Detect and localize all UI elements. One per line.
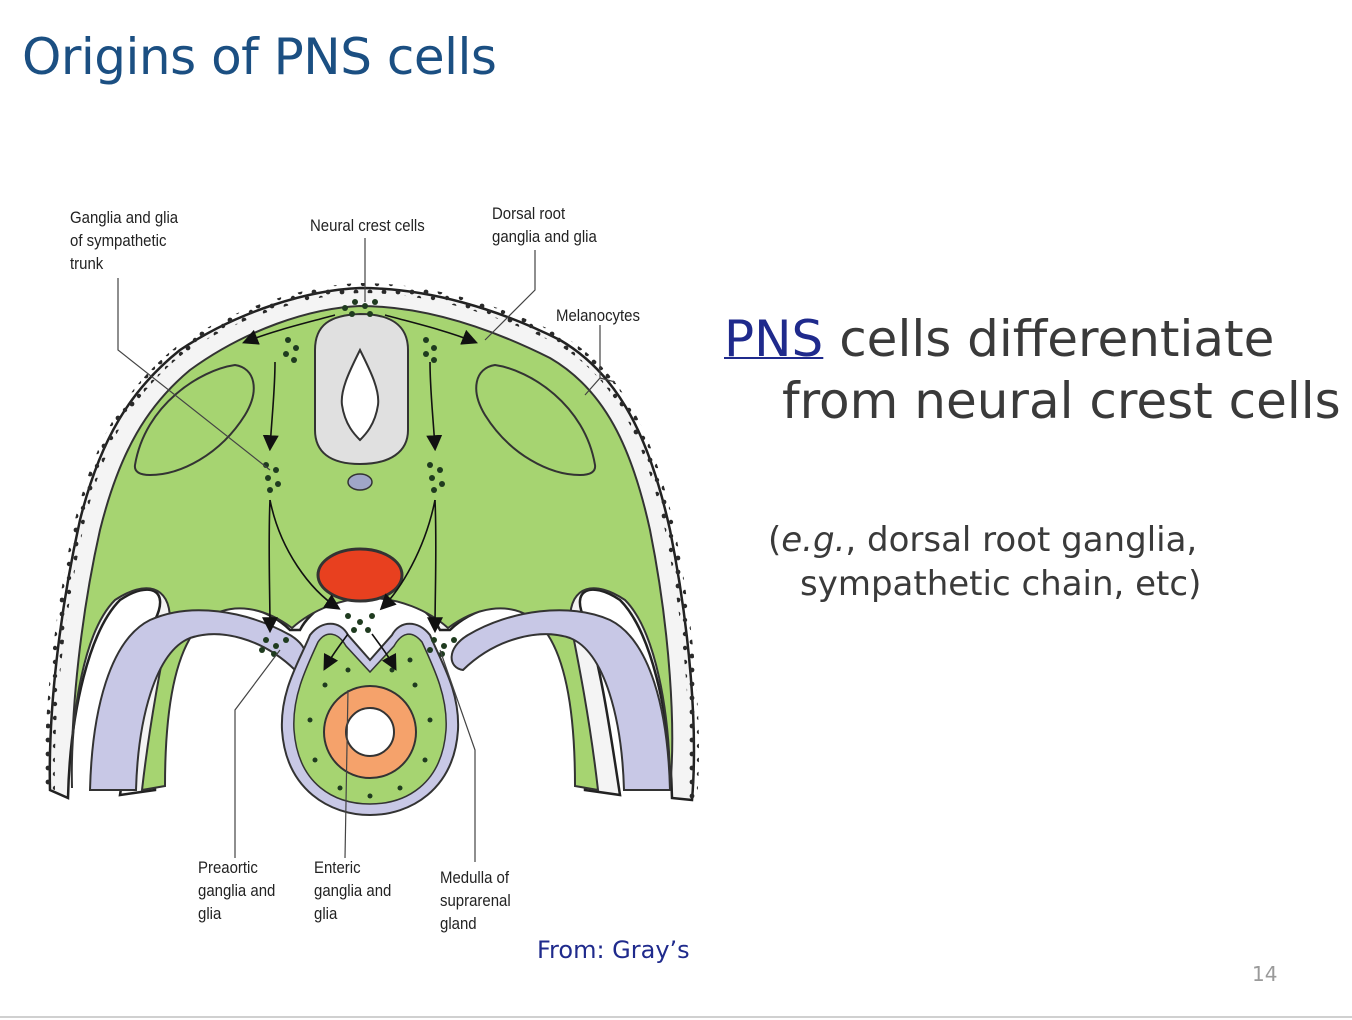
label-dorsal-root: Dorsal root ganglia and glia	[492, 204, 597, 246]
embryo-cross-section	[44, 238, 699, 862]
migration-arrows	[242, 314, 478, 671]
figure-caption: From: Gray’s	[537, 936, 690, 964]
right-cavity	[450, 609, 672, 791]
example-open-paren: (	[768, 520, 782, 560]
left-cavity	[88, 609, 308, 791]
leader-lines	[117, 238, 616, 862]
example-rest: , dorsal root ganglia, sympathetic chain…	[800, 520, 1202, 604]
bullet-text: cells differentiate from neural crest ce…	[782, 310, 1341, 430]
notochord	[347, 473, 373, 491]
example-text: (e.g., dorsal root ganglia, sympathetic …	[768, 518, 1320, 606]
label-preaortic: Preaortic ganglia and glia	[198, 858, 276, 923]
label-enteric: Enteric ganglia and glia	[314, 858, 392, 923]
gut-lumen	[345, 707, 395, 757]
label-melanocytes: Melanocytes	[556, 306, 640, 325]
embryo-diagram: Ganglia and glia of sympathetic trunk Ne…	[30, 190, 720, 970]
page-number: 14	[1252, 962, 1278, 986]
label-sympathetic-trunk: Ganglia and glia of sympathetic trunk	[70, 208, 179, 273]
label-neural-crest: Neural crest cells	[310, 216, 425, 235]
right-somite	[475, 363, 597, 477]
example-eg: e.g.	[781, 520, 846, 560]
label-medulla: Medulla of suprarenal gland	[440, 868, 511, 933]
aorta	[316, 547, 404, 603]
left-somite	[133, 363, 255, 477]
footer-divider	[0, 1016, 1352, 1018]
pns-link[interactable]: PNS	[724, 310, 824, 368]
main-bullet: PNS cells differentiate from neural cres…	[724, 308, 1352, 432]
slide-title: Origins of PNS cells	[22, 28, 497, 86]
